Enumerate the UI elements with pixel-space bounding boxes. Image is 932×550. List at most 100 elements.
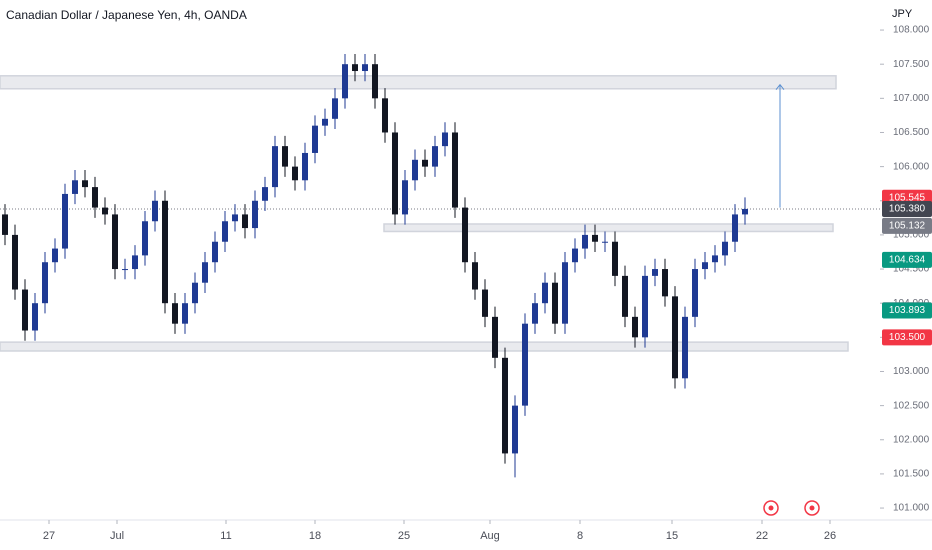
candle-body bbox=[92, 187, 98, 208]
candle-body bbox=[612, 241, 618, 276]
candle-body bbox=[192, 282, 198, 304]
candle-body bbox=[22, 289, 28, 331]
candle-body bbox=[622, 275, 628, 317]
x-tick-label: 27 bbox=[43, 530, 55, 542]
x-tick-label: 26 bbox=[824, 530, 836, 542]
candle-body bbox=[372, 64, 378, 99]
candle-body bbox=[232, 214, 238, 222]
candle-body bbox=[292, 166, 298, 181]
candle-body bbox=[382, 98, 388, 133]
candle-body bbox=[332, 98, 338, 119]
candle-body bbox=[472, 262, 478, 290]
candle-body bbox=[152, 200, 158, 222]
y-tick-label: 102.500 bbox=[893, 400, 930, 411]
y-tick-label: 102.000 bbox=[893, 434, 930, 445]
price-tag-label: 105.380 bbox=[889, 204, 926, 215]
candle-body bbox=[602, 241, 608, 243]
candle-body bbox=[122, 269, 128, 271]
candle-body bbox=[352, 64, 358, 72]
candle-body bbox=[282, 146, 288, 167]
y-tick-label: 107.000 bbox=[893, 93, 930, 104]
y-tick-label: 106.000 bbox=[893, 161, 930, 172]
candle-body bbox=[422, 159, 428, 167]
candle-body bbox=[262, 187, 268, 201]
price-tag-label: 105.132 bbox=[889, 221, 926, 232]
candle-body bbox=[692, 269, 698, 317]
price-tag-label: 105.545 bbox=[889, 192, 926, 203]
candle-body bbox=[132, 255, 138, 270]
candle-body bbox=[532, 303, 538, 324]
candle-body bbox=[732, 214, 738, 242]
zone bbox=[0, 75, 837, 90]
x-tick-label: Aug bbox=[480, 530, 500, 542]
candle-body bbox=[62, 193, 68, 249]
candle-body bbox=[632, 316, 638, 338]
target-markers bbox=[763, 500, 820, 516]
candle-body bbox=[202, 262, 208, 283]
candle-body bbox=[412, 159, 418, 181]
candle-body bbox=[12, 234, 18, 290]
candle-body bbox=[212, 241, 218, 263]
price-tag bbox=[882, 200, 932, 217]
candle-body bbox=[552, 282, 558, 324]
x-tick-label: 22 bbox=[756, 530, 768, 542]
y-tick-label: 101.000 bbox=[893, 503, 930, 514]
candle-body bbox=[222, 221, 228, 242]
candle-body bbox=[672, 296, 678, 379]
y-tick-label: 101.500 bbox=[893, 469, 930, 480]
candle-body bbox=[722, 241, 728, 256]
y-tick-label: 108.000 bbox=[893, 25, 930, 36]
candle-body bbox=[662, 269, 668, 297]
candle-body bbox=[112, 214, 118, 270]
candle-body bbox=[252, 200, 258, 229]
y-tick-label: 106.500 bbox=[893, 127, 930, 138]
candle-body bbox=[442, 132, 448, 147]
candle-body bbox=[82, 180, 88, 188]
x-tick-label: 11 bbox=[220, 530, 231, 542]
candle-body bbox=[742, 208, 748, 215]
candle-body bbox=[642, 275, 648, 338]
axis-unit: JPY bbox=[892, 8, 913, 20]
price-tag bbox=[882, 329, 932, 346]
candle-body bbox=[542, 282, 548, 304]
candle-body bbox=[502, 357, 508, 454]
candle-body bbox=[592, 234, 598, 242]
candle-body bbox=[572, 248, 578, 263]
zone bbox=[0, 341, 849, 352]
candle-body bbox=[72, 180, 78, 194]
candle-body bbox=[682, 316, 688, 379]
x-tick-label: 25 bbox=[398, 530, 410, 542]
candle-body bbox=[432, 146, 438, 167]
candle-body bbox=[242, 214, 248, 229]
candle-body bbox=[172, 303, 178, 324]
price-tag bbox=[882, 251, 932, 268]
chart-title: Canadian Dollar / Japanese Yen, 4h, OAND… bbox=[6, 8, 247, 22]
zone bbox=[383, 223, 834, 233]
candle-body bbox=[42, 262, 48, 304]
x-tick-label: 18 bbox=[309, 530, 321, 542]
price-tag-label: 103.893 bbox=[889, 305, 926, 316]
candle-body bbox=[182, 303, 188, 324]
candle-body bbox=[342, 64, 348, 99]
candle-body bbox=[392, 132, 398, 215]
candle-body bbox=[272, 146, 278, 188]
candle-body bbox=[652, 269, 658, 276]
candle-body bbox=[322, 118, 328, 126]
candle-body bbox=[712, 255, 718, 263]
candle-body bbox=[52, 248, 58, 263]
candle-body bbox=[492, 316, 498, 358]
candle-body bbox=[462, 207, 468, 263]
candle-body bbox=[312, 125, 318, 153]
y-tick-label: 103.000 bbox=[893, 366, 930, 377]
price-tag bbox=[882, 217, 932, 234]
candle-body bbox=[32, 303, 38, 331]
candle-body bbox=[302, 152, 308, 181]
candle-body bbox=[482, 289, 488, 317]
candle-body bbox=[512, 405, 518, 454]
price-tag-label: 104.634 bbox=[889, 255, 926, 266]
y-tick-label: 107.500 bbox=[893, 59, 930, 70]
price-tag bbox=[882, 302, 932, 319]
candle-body bbox=[102, 207, 108, 215]
